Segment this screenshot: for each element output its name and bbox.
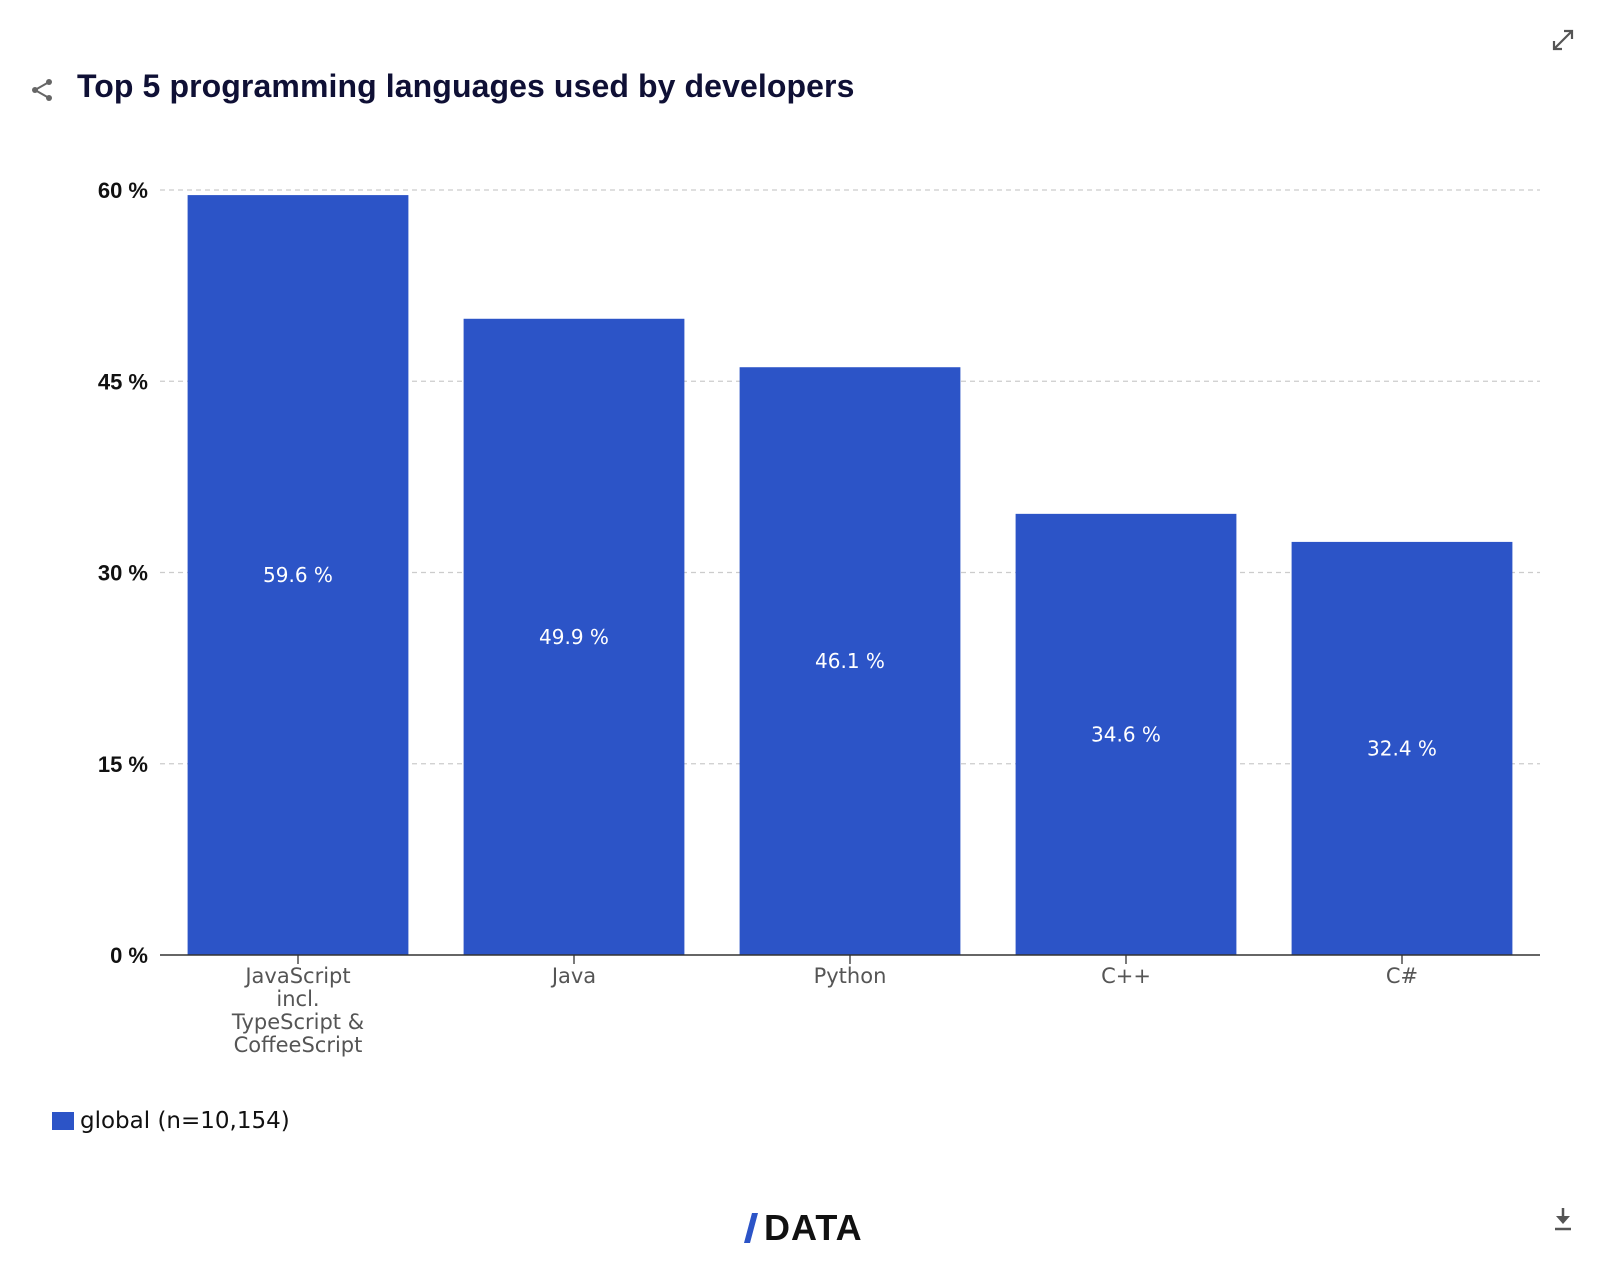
bar-value-label: 34.6 % <box>1091 722 1161 746</box>
bar-chart: 59.6 % 49.9 % 46.1 % 34.6 % 32.4 % 0 % 15 % 30… <box>98 178 1540 1057</box>
y-tick-label: 15 % <box>98 752 148 777</box>
share-icon[interactable] <box>30 78 54 102</box>
bar-value-label: 49.9 % <box>539 625 609 649</box>
bars: 59.6 % 49.9 % 46.1 % 34.6 % 32.4 % <box>187 195 1513 956</box>
expand-icon[interactable] <box>1550 27 1576 53</box>
legend-swatch <box>52 1112 74 1130</box>
brand-text: DATA <box>764 1207 863 1248</box>
bar-value-label: 32.4 % <box>1367 736 1437 760</box>
x-tick-label: JavaScript incl. TypeScript & CoffeeScript <box>231 964 364 1057</box>
axes: 0 % 15 % 30 % 45 % 60 % JavaScript incl. TypeSc… <box>98 178 1540 1057</box>
bar[interactable] <box>187 195 409 956</box>
brand-slash-icon <box>744 1213 758 1243</box>
brand-logo: DATA <box>744 1207 863 1248</box>
x-tick-label: Python <box>814 964 887 988</box>
y-tick-label: 60 % <box>98 178 148 203</box>
chart-title: Top 5 programming languages used by deve… <box>77 68 855 104</box>
x-tick-label: C# <box>1386 964 1418 988</box>
bar[interactable] <box>1015 513 1237 955</box>
x-tick-label: Java <box>550 964 596 988</box>
bar[interactable] <box>1291 541 1513 955</box>
bar-value-label: 59.6 % <box>263 563 333 587</box>
y-tick-label: 0 % <box>110 943 148 968</box>
legend[interactable]: global (n=10,154) <box>52 1108 290 1134</box>
y-tick-label: 45 % <box>98 369 148 394</box>
bar[interactable] <box>739 367 961 956</box>
x-tick-label: C++ <box>1101 964 1151 988</box>
bar[interactable] <box>463 318 685 955</box>
legend-label: global (n=10,154) <box>80 1108 290 1134</box>
bar-value-label: 46.1 % <box>815 649 885 673</box>
y-tick-label: 30 % <box>98 561 148 586</box>
download-icon[interactable] <box>1552 1206 1574 1232</box>
